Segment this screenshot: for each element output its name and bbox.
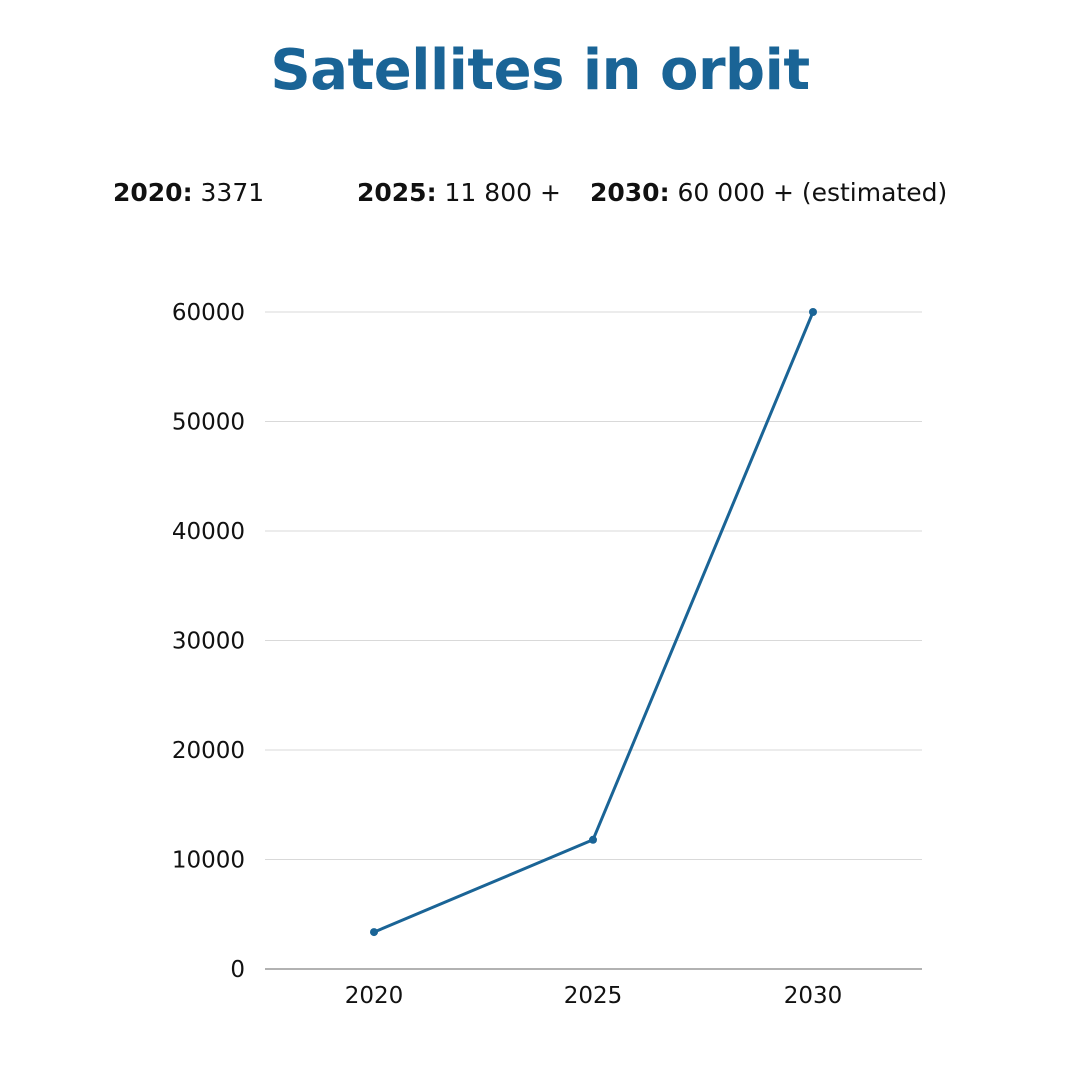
stat-value: 11 800 + <box>444 178 561 207</box>
stat-2025: 2025: 11 800 + <box>357 178 561 207</box>
stat-value: 60 000 + (estimated) <box>677 178 948 207</box>
y-tick-label: 0 <box>230 957 245 983</box>
stat-2030: 2030: 60 000 + (estimated) <box>590 178 947 207</box>
x-tick-label: 2020 <box>345 983 404 1009</box>
y-tick-label: 40000 <box>172 519 245 545</box>
stat-label: 2030: <box>590 178 670 207</box>
series-layer <box>370 308 817 937</box>
data-point <box>589 835 597 844</box>
y-tick-label: 30000 <box>172 629 245 655</box>
stat-label: 2025: <box>357 178 437 207</box>
y-tick-label: 60000 <box>172 300 245 326</box>
x-tick-label: 2030 <box>784 983 843 1009</box>
data-point <box>370 928 378 937</box>
y-tick-label: 10000 <box>172 848 245 874</box>
chart-title: Satellites in orbit <box>270 38 810 103</box>
y-tick-labels: 0 10000 20000 30000 40000 50000 60000 <box>172 300 245 983</box>
stat-value: 3371 <box>200 178 265 207</box>
stat-label: 2020: <box>113 178 193 207</box>
y-tick-label: 50000 <box>172 410 245 436</box>
data-point <box>809 308 817 316</box>
stat-2020: 2020: 3371 <box>113 178 264 207</box>
y-tick-label: 20000 <box>172 738 245 764</box>
grid-layer <box>265 311 922 860</box>
x-tick-labels: 2020 2025 2030 <box>345 983 843 1009</box>
x-tick-label: 2025 <box>564 983 623 1009</box>
